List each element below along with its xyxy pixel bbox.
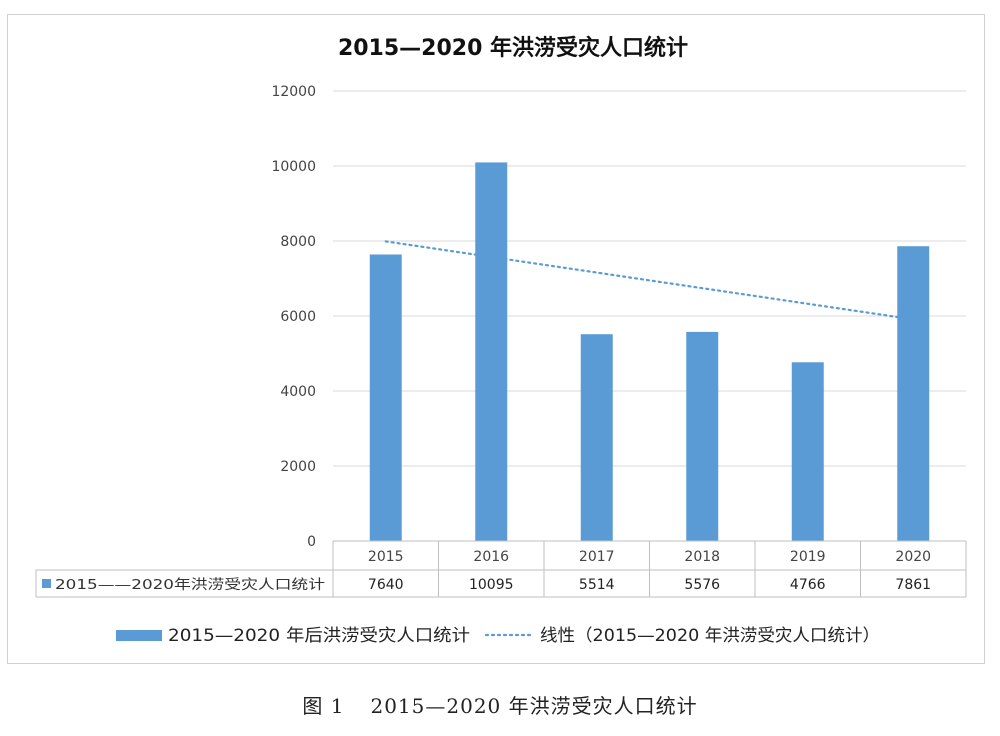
data-table-legend-key: [42, 579, 51, 588]
bar: [369, 254, 402, 541]
data-table-value: 5576: [684, 577, 720, 593]
data-table-value: 7640: [368, 577, 404, 593]
legend-label-bar: 2015—2020 年后洪涝受灾人口统计: [168, 626, 470, 646]
y-tick-label: 6000: [280, 309, 316, 325]
figure-label: 图 1: [302, 694, 345, 718]
figure-caption-text: 2015—2020 年洪涝受灾人口统计: [370, 694, 698, 718]
x-tick-label: 2019: [790, 549, 826, 565]
y-tick-label: 8000: [280, 234, 316, 250]
y-tick-label: 12000: [271, 84, 316, 100]
bar: [791, 362, 824, 541]
trendline: [384, 240, 915, 321]
data-table-value: 4766: [790, 577, 826, 593]
bar: [897, 246, 930, 541]
data-table-row-label: 2015——2020年洪涝受灾人口统计: [55, 576, 325, 593]
data-table-value: 10095: [469, 577, 514, 593]
bar: [580, 334, 613, 541]
figure-caption: 图 1 2015—2020 年洪涝受灾人口统计: [0, 690, 1000, 719]
y-tick-label: 0: [307, 534, 316, 550]
chart-title: 2015—2020 年洪涝受灾人口统计: [338, 35, 688, 61]
chart-canvas: 2015—2020 年洪涝受灾人口统计 0 2000 4000 6000 8000 100…: [35, 35, 967, 646]
y-tick-label: 10000: [271, 159, 316, 175]
legend-label-trendline: 线性（2015—2020 年洪涝受灾人口统计）: [540, 626, 880, 646]
chart-frame: 2015—2020 年洪涝受灾人口统计 0 2000 4000 6000 8000 100…: [7, 14, 985, 664]
bar: [475, 162, 508, 541]
y-tick-label: 4000: [280, 384, 316, 400]
x-tick-label: 2018: [684, 549, 720, 565]
bar: [686, 331, 719, 541]
legend-key-bar: [116, 630, 162, 641]
y-tick-label: 2000: [280, 459, 316, 475]
x-tick-label: 2020: [895, 549, 931, 565]
data-table-value: 5514: [579, 577, 615, 593]
x-tick-label: 2015: [368, 549, 404, 565]
x-tick-label: 2016: [473, 549, 509, 565]
data-table-value: 7861: [895, 577, 931, 593]
x-tick-label: 2017: [579, 549, 615, 565]
